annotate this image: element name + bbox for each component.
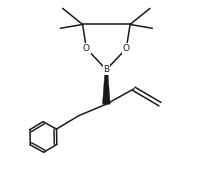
Text: B: B (103, 65, 109, 74)
Polygon shape (102, 70, 110, 104)
Text: O: O (82, 44, 90, 53)
Text: O: O (122, 44, 129, 53)
